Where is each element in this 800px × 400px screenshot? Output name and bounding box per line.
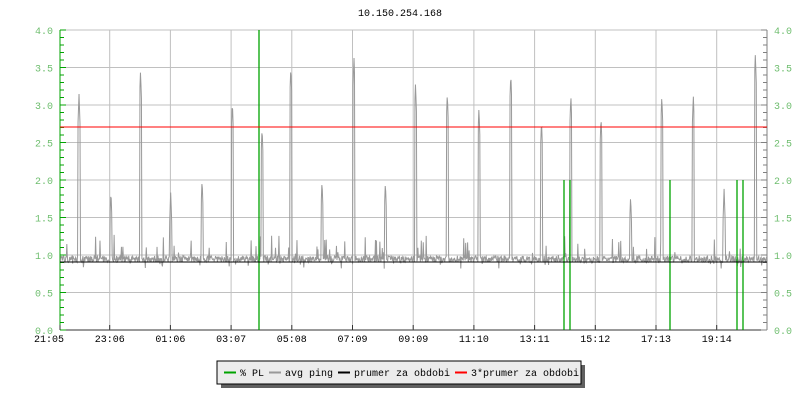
svg-text:19:14: 19:14 <box>702 335 732 346</box>
svg-text:10.150.254.168: 10.150.254.168 <box>358 9 442 20</box>
svg-text:4.0: 4.0 <box>774 27 792 38</box>
svg-text:1.5: 1.5 <box>35 215 53 226</box>
svg-text:01:06: 01:06 <box>155 335 185 346</box>
svg-text:13:11: 13:11 <box>520 335 550 346</box>
svg-text:03:07: 03:07 <box>216 335 246 346</box>
svg-text:1.0: 1.0 <box>35 252 53 263</box>
svg-text:2.5: 2.5 <box>35 140 53 151</box>
svg-text:3.5: 3.5 <box>35 65 53 76</box>
svg-text:21:05: 21:05 <box>34 335 64 346</box>
svg-text:11:10: 11:10 <box>459 335 489 346</box>
svg-text:prumer za obdobi: prumer za obdobi <box>354 368 450 380</box>
svg-text:07:09: 07:09 <box>337 335 367 346</box>
svg-text:% PL: % PL <box>240 369 264 380</box>
svg-text:23:06: 23:06 <box>95 335 125 346</box>
svg-text:3*prumer za obdobi: 3*prumer za obdobi <box>471 368 579 380</box>
svg-text:17:13: 17:13 <box>641 335 671 346</box>
svg-text:2.0: 2.0 <box>774 177 792 188</box>
svg-text:avg ping: avg ping <box>285 368 333 380</box>
svg-text:15:12: 15:12 <box>580 335 610 346</box>
svg-text:0.0: 0.0 <box>774 327 792 338</box>
svg-text:3.0: 3.0 <box>35 102 53 113</box>
svg-text:3.5: 3.5 <box>774 65 792 76</box>
svg-text:1.5: 1.5 <box>774 215 792 226</box>
svg-text:2.0: 2.0 <box>35 177 53 188</box>
svg-text:3.0: 3.0 <box>774 102 792 113</box>
svg-text:1.0: 1.0 <box>774 252 792 263</box>
svg-text:05:08: 05:08 <box>277 335 307 346</box>
svg-text:0.5: 0.5 <box>35 290 53 301</box>
svg-text:2.5: 2.5 <box>774 140 792 151</box>
svg-text:0.5: 0.5 <box>774 290 792 301</box>
svg-text:09:09: 09:09 <box>398 335 428 346</box>
svg-text:4.0: 4.0 <box>35 27 53 38</box>
